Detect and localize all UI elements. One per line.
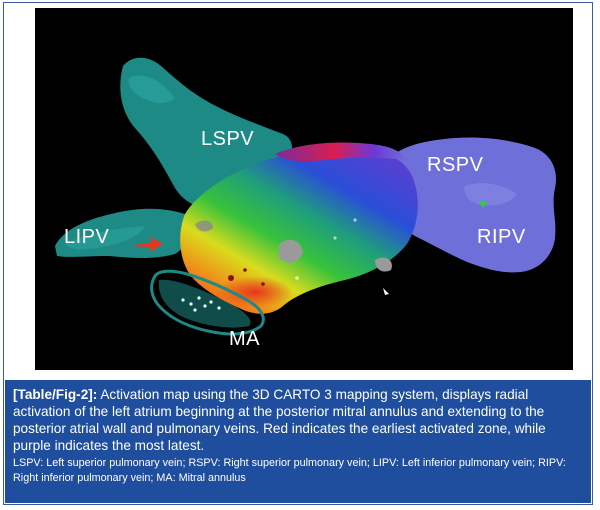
caption-description: Activation map using the 3D CARTO 3 mapp… <box>13 387 546 453</box>
label-lspv: LSPV <box>201 128 255 150</box>
activation-map-image: LSPV RSPV LIPV RIPV MA <box>35 8 573 370</box>
lipv-arrow-marker <box>129 236 163 252</box>
caption-main-text: [Table/Fig-2]: Activation map using the … <box>13 386 583 454</box>
atrium-body-shape <box>180 149 418 314</box>
activation-map-graphic <box>55 57 557 336</box>
label-lipv: LIPV <box>64 226 110 248</box>
label-rspv: RSPV <box>427 154 484 176</box>
label-ripv: RIPV <box>477 226 526 248</box>
mitral-annulus-outline <box>150 269 265 336</box>
caption-reference: [Table/Fig-2]: <box>13 387 98 402</box>
figure-frame: LSPV RSPV LIPV RIPV MA [Table/Fig-2]: Ac… <box>3 2 593 505</box>
right-veins-shape <box>385 137 557 273</box>
label-ma: MA <box>229 328 260 350</box>
caption-abbreviations: LSPV: Left superior pulmonary vein; RSPV… <box>13 457 566 484</box>
figure-caption: [Table/Fig-2]: Activation map using the … <box>5 380 591 503</box>
